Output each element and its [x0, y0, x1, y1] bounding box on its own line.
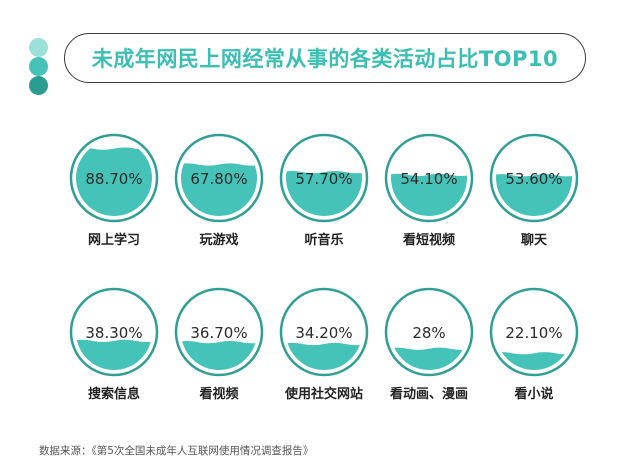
value-label: 57.70% [295, 170, 352, 188]
category-label: 看视频 [199, 387, 239, 402]
value-label: 34.20% [295, 324, 352, 342]
category-label: 网上学习 [87, 233, 140, 248]
gauge-fill [286, 171, 362, 216]
gauge-svg: 38.30% [69, 287, 159, 377]
category-label: 听音乐 [304, 233, 344, 248]
category-label: 使用社交网站 [284, 387, 363, 402]
gauge-svg: 88.70% [69, 133, 159, 223]
category-label: 看动画、漫画 [389, 387, 468, 402]
liquid-gauge: 88.70% 网上学习 [69, 133, 159, 248]
category-label: 玩游戏 [199, 233, 239, 248]
source-note: 数据来源：《第5次全国未成年人互联网使用情况调查报告》 [39, 445, 314, 457]
value-label: 28% [412, 324, 445, 342]
liquid-gauge: 28% 看动画、漫画 [384, 287, 474, 402]
gauge-svg: 57.70% [279, 133, 369, 223]
liquid-gauge: 54.10% 看短视频 [384, 133, 474, 248]
gauge-svg: 53.60% [489, 133, 579, 223]
liquid-gauge: 57.70% 听音乐 [279, 133, 369, 248]
gauge-fill [391, 173, 467, 216]
value-label: 36.70% [190, 324, 247, 342]
gauge-svg: 36.70% [174, 287, 264, 377]
gauge-fill [181, 163, 257, 216]
gauge-fill [76, 147, 152, 216]
liquid-gauge: 36.70% 看视频 [174, 287, 264, 402]
gauge-svg: 22.10% [489, 287, 579, 377]
dot-mid [29, 57, 48, 76]
liquid-gauge: 67.80% 玩游戏 [174, 133, 264, 248]
value-label: 53.60% [505, 170, 562, 188]
chart-title: 未成年网民上网经常从事的各类活动占比TOP10 [91, 47, 559, 71]
liquid-gauge: 53.60% 聊天 [489, 133, 579, 248]
gauge-svg: 28% [384, 287, 474, 377]
category-label: 看短视频 [402, 233, 455, 248]
value-label: 67.80% [190, 170, 247, 188]
liquid-gauge: 34.20% 使用社交网站 [279, 287, 369, 402]
liquid-gauge: 22.10% 看小说 [489, 287, 579, 402]
decorative-dots [29, 38, 51, 95]
category-label: 看小说 [514, 387, 554, 402]
dot-light [29, 38, 48, 57]
gauge-svg: 34.20% [279, 287, 369, 377]
dot-dark [29, 76, 48, 95]
gauge-fill [496, 174, 572, 216]
liquid-gauge: 38.30% 搜索信息 [69, 287, 159, 402]
value-label: 54.10% [400, 170, 457, 188]
category-label: 聊天 [520, 233, 547, 248]
value-label: 38.30% [85, 324, 142, 342]
gauge-svg: 54.10% [384, 133, 474, 223]
title-frame: 未成年网民上网经常从事的各类活动占比TOP10 [64, 33, 586, 83]
gauge-svg: 67.80% [174, 133, 264, 223]
value-label: 22.10% [505, 324, 562, 342]
value-label: 88.70% [85, 170, 142, 188]
category-label: 搜索信息 [87, 387, 140, 402]
